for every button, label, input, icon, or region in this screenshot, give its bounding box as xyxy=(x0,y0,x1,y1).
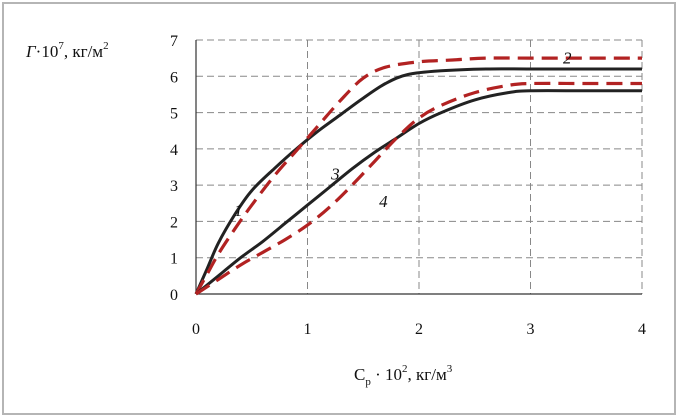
series-line-3 xyxy=(195,89,642,296)
series-group xyxy=(194,56,642,296)
x-tick-label: 2 xyxy=(415,321,423,338)
x-tick-label: 4 xyxy=(638,321,646,338)
axes xyxy=(195,40,642,295)
x-tick-label: 0 xyxy=(192,321,200,338)
series-line-4 xyxy=(195,81,642,296)
y-tick-label: 5 xyxy=(170,106,178,123)
y-tick-label: 7 xyxy=(170,33,178,50)
curve-label-3: 3 xyxy=(330,165,340,184)
x-axis-label: Cр · 102, кг/м3 xyxy=(354,363,453,388)
y-tick-label: 0 xyxy=(170,287,178,304)
curve-label-4: 4 xyxy=(379,192,388,211)
y-tick-label: 3 xyxy=(170,178,178,195)
curve-label-2: 2 xyxy=(563,49,572,68)
x-tick-label: 3 xyxy=(527,321,535,338)
y-tick-label: 4 xyxy=(170,142,178,159)
y-tick-label: 2 xyxy=(170,214,178,231)
x-tick-label: 1 xyxy=(304,321,312,338)
chart: 0 1 2 3 4 0 1 2 3 4 5 6 7 1 2 3 4 Г·107, кг/м2 Cр · 102… xyxy=(25,33,646,388)
curve-labels: 1 2 3 4 xyxy=(234,49,572,220)
series-line-1 xyxy=(194,67,642,295)
chart-frame: 0 1 2 3 4 0 1 2 3 4 5 6 7 1 2 3 4 Г·107, кг/м2 Cр · 102… xyxy=(2,2,676,415)
curve-label-1: 1 xyxy=(234,201,243,220)
y-tick-label: 1 xyxy=(170,251,178,268)
series-line-2 xyxy=(194,56,642,295)
tick-labels: 0 1 2 3 4 0 1 2 3 4 5 6 7 xyxy=(170,33,646,338)
y-tick-label: 6 xyxy=(170,69,178,86)
y-axis-label: Г·107, кг/м2 xyxy=(25,40,109,61)
grid xyxy=(196,39,643,294)
